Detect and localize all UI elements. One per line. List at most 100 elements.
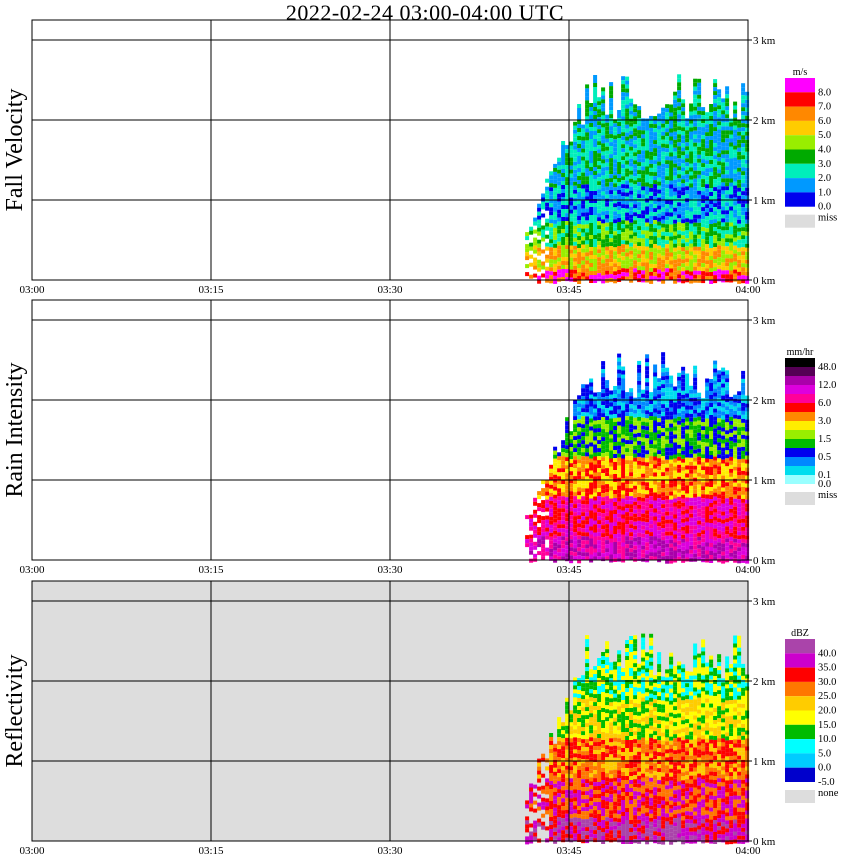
x-tick-label: 03:45 [556,845,582,857]
colorbar-level: 10.0 [818,734,836,745]
x-tick-label: 03:15 [198,845,224,857]
colorbar-swatch [785,639,815,654]
colorbar-swatch [785,192,815,207]
colorbar-swatch [785,696,815,711]
y-tick-label: 0 km [753,555,776,567]
colorbar-swatch [785,106,815,121]
x-tick-label: 03:30 [377,284,403,296]
panel-ylabel: Fall Velocity [2,89,28,212]
colorbar-level: 35.0 [818,663,836,674]
colorbar-swatch [785,403,815,412]
y-tick-label: 2 km [753,115,776,127]
colorbar-level: 48.0 [818,362,836,373]
colorbar-swatch [785,376,815,385]
colorbar-level: 0.0 [818,202,831,213]
echo-region [525,633,750,845]
colorbar-swatch [785,739,815,754]
colorbar-swatch [785,149,815,164]
colorbar-level: -5.0 [818,777,835,788]
colorbar-swatch [785,457,815,466]
x-tick-label: 03:00 [19,845,45,857]
x-tick-label: 03:15 [198,284,224,296]
colorbar-swatch [785,394,815,403]
colorbar-level: 0.5 [818,452,831,463]
y-tick-label: 1 km [753,195,776,207]
colorbar-swatch [785,667,815,682]
colorbar-swatch [785,430,815,439]
colorbar-swatch [785,753,815,768]
colorbar-level: 6.0 [818,116,831,127]
colorbar-swatch [785,710,815,725]
x-tick-label: 04:00 [735,845,761,857]
y-tick-label: 0 km [753,275,776,287]
echo-region [525,352,750,564]
colorbar-swatch [785,448,815,457]
colorbar-swatch [785,178,815,193]
x-tick-label: 03:30 [377,564,403,576]
colorbar-swatch [785,92,815,107]
panel-ylabel: Reflectivity [2,654,28,767]
colorbar-swatch [785,475,815,484]
colorbar-level: 3.0 [818,159,831,170]
colorbar-unit: m/s [793,67,808,78]
colorbar-level: 12.0 [818,380,836,391]
colorbar-level: 8.0 [818,87,831,98]
colorbar-level: 5.0 [818,130,831,141]
panel-rain-intensity: 0 km 1 km 2 km 3 km 03:00 03:15 03:30 03:45 04:0… [2,299,837,576]
x-tick-label: 03:30 [377,845,403,857]
colorbar-swatch [785,358,815,367]
x-tick-label: 04:00 [735,284,761,296]
plot-frame [31,299,749,561]
x-tick-label: 03:00 [19,284,45,296]
colorbar-missing-swatch [785,492,815,505]
colorbar-level: 5.0 [818,748,831,759]
colorbar-swatch [785,466,815,475]
colorbar-level: 30.0 [818,677,836,688]
panel-fall-velocity: 0 km 1 km 2 km 3 km 03:00 03:15 03:30 03:45 04:0… [2,19,837,296]
x-tick-label: 03:45 [556,284,582,296]
y-tick-label: 2 km [753,676,776,688]
x-tick-label: 03:00 [19,564,45,576]
echo-region [525,74,750,284]
colorbar-swatch [785,135,815,150]
colorbar-level: 0.1 [818,470,831,481]
colorbar-level: 40.0 [818,648,836,659]
y-tick-label: 1 km [753,475,776,487]
colorbar-swatch [785,78,815,93]
y-tick-label: 2 km [753,395,776,407]
colorbar-level: 6.0 [818,398,831,409]
colorbar-level: 0.0 [818,763,831,774]
panel-reflectivity: 0 km 1 km 2 km 3 km 03:00 03:15 03:30 03:45 04:0… [2,580,839,857]
x-tick-label: 03:15 [198,564,224,576]
colorbar-missing-label: none [818,788,839,799]
x-tick-label: 04:00 [735,564,761,576]
colorbar-swatch [785,120,815,136]
colorbar-swatch [785,724,815,740]
colorbar-swatch [785,421,815,430]
x-tick-label: 03:45 [556,564,582,576]
y-tick-label: 3 km [753,35,776,47]
colorbar-unit: dBZ [791,628,809,639]
colorbar-swatch [785,367,815,376]
colorbar-level: 25.0 [818,691,836,702]
colorbar: dBZ 40.0 35.0 30.0 25.0 20.0 15.0 10.0 5.0 0.0 -5.… [785,628,839,803]
colorbar-swatch [785,767,815,782]
colorbar-swatch [785,681,815,697]
colorbar-missing-label: miss [818,213,837,224]
plot-frame [31,19,749,281]
colorbar-level: 20.0 [818,706,836,717]
colorbar-level: 1.5 [818,434,831,445]
colorbar-missing-swatch [785,790,815,803]
colorbar-swatch [785,439,815,448]
colorbar-level: 2.0 [818,173,831,184]
colorbar-level: 7.0 [818,102,831,113]
colorbar-level: 4.0 [818,145,831,156]
y-tick-label: 3 km [753,596,776,608]
colorbar-level: 0.0 [818,479,831,490]
colorbar-level: 15.0 [818,720,836,731]
colorbar-level: 1.0 [818,187,831,198]
plot-frame [31,580,749,842]
colorbar-missing-label: miss [818,490,837,501]
